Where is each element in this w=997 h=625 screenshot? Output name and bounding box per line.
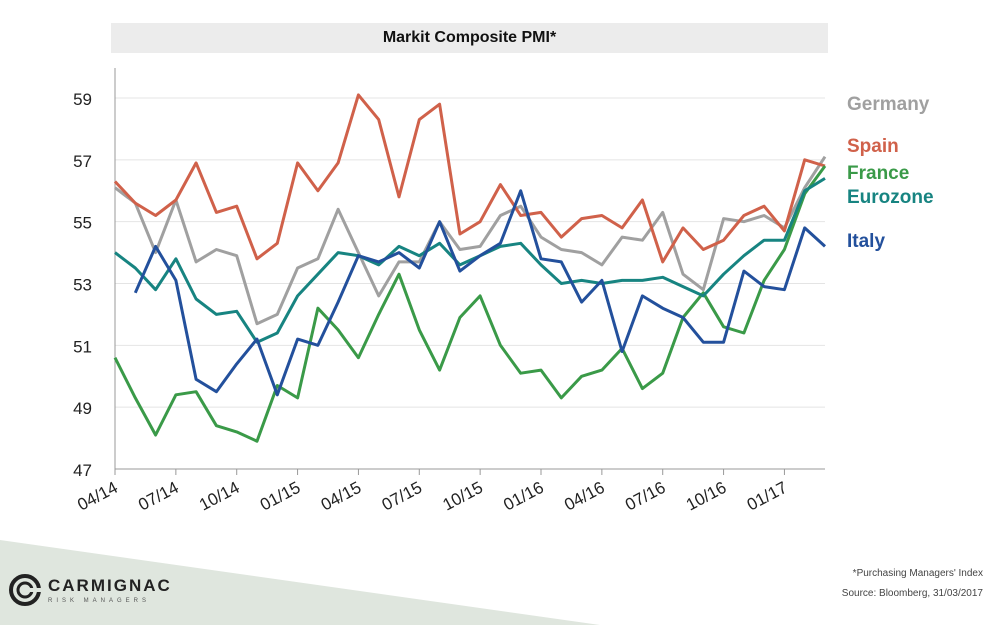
legend-eurozone: Eurozone: [847, 187, 934, 208]
chart-title: Markit Composite PMI*: [111, 23, 828, 53]
logo-icon: [9, 574, 41, 606]
x-tick-label: 01/16: [500, 478, 546, 515]
y-tick-label: 47: [73, 461, 92, 480]
legend-germany: Germany: [847, 94, 930, 115]
y-tick-label: 53: [73, 276, 92, 295]
carmignac-logo: CARMIGNAC RISK MANAGERS: [8, 573, 172, 607]
logo-tagline: RISK MANAGERS: [48, 598, 151, 604]
series-line-eurozone: [114, 177, 826, 344]
legend-spain: Spain: [847, 136, 899, 157]
x-tick-label: 01/17: [744, 478, 790, 515]
series-line-france: [113, 165, 827, 443]
series-line-spain: [113, 93, 826, 264]
x-tick-label: 10/16: [683, 478, 729, 515]
y-tick-label: 57: [73, 152, 92, 171]
x-tick-label: 04/15: [318, 478, 364, 515]
legend-italy: Italy: [847, 231, 886, 252]
legend-france: France: [847, 163, 910, 184]
x-tick-label: 07/14: [135, 478, 181, 515]
x-tick-label: 10/14: [196, 478, 242, 515]
footnote: *Purchasing Managers' Index: [852, 568, 983, 579]
x-tick-label: 10/15: [440, 478, 486, 515]
logo-name: CARMIGNAC: [48, 576, 172, 595]
series-line-germany: [114, 155, 827, 326]
x-tick-label: 01/15: [257, 478, 303, 515]
series-line-italy: [133, 189, 827, 397]
x-tick-label: 04/16: [561, 478, 607, 515]
y-tick-label: 59: [73, 90, 92, 109]
y-tick-label: 49: [73, 399, 92, 418]
x-tick-label: 04/14: [74, 478, 120, 515]
y-tick-label: 55: [73, 214, 92, 233]
x-tick-label: 07/15: [379, 478, 425, 515]
line-chart: 47 49 51 53 55 57 59 04/14 07/14 10/14 01/15 04/15 0…: [73, 68, 827, 515]
y-tick-label: 51: [73, 337, 92, 356]
x-tick-label: 07/16: [622, 478, 668, 515]
source-note: Source: Bloomberg, 31/03/2017: [841, 588, 983, 599]
